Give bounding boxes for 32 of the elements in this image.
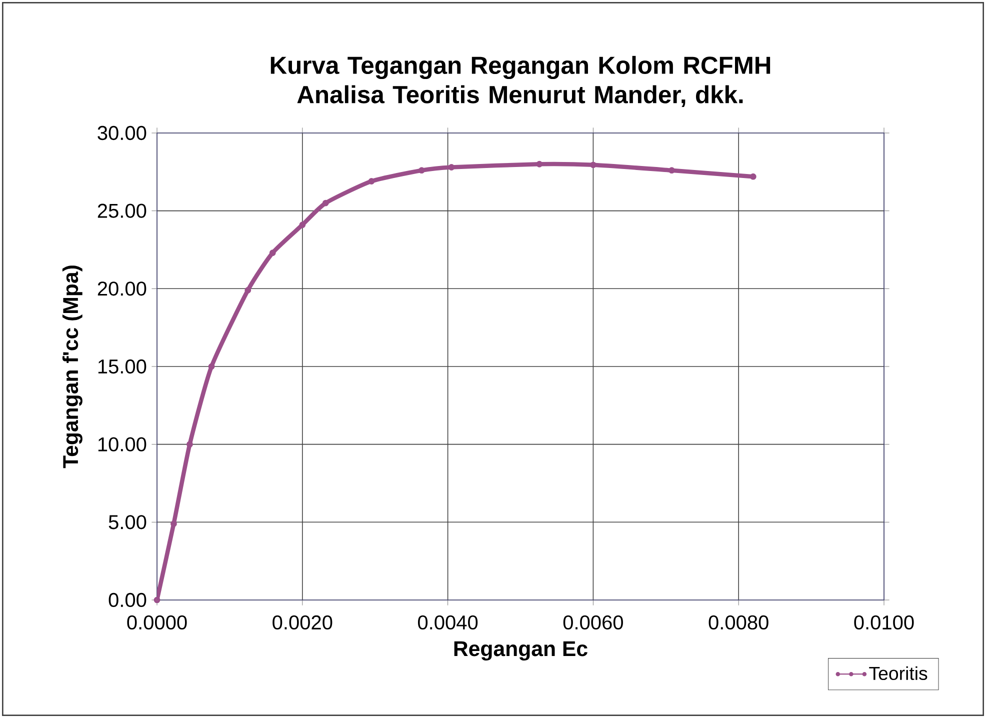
x-tick-label: 0.0080 xyxy=(708,615,768,630)
x-tick-label: 0.0100 xyxy=(854,615,914,630)
x-axis-title: Regangan Ec xyxy=(454,641,588,661)
y-tick-label: 30.00 xyxy=(98,126,146,140)
point xyxy=(536,160,543,168)
point xyxy=(269,250,276,256)
point xyxy=(154,596,160,604)
point xyxy=(186,441,193,448)
point xyxy=(208,363,215,370)
point xyxy=(299,222,306,228)
legend-label: Teoritis xyxy=(869,666,928,680)
y-axis-title: Tegangan f'cc (Mpa) xyxy=(62,266,82,468)
point xyxy=(368,178,375,184)
point xyxy=(668,167,675,174)
y-tick-label: 5.00 xyxy=(108,515,146,530)
point xyxy=(750,173,756,180)
point xyxy=(418,167,425,174)
y-tick-label: 20.00 xyxy=(98,282,146,296)
point xyxy=(170,520,177,527)
point xyxy=(590,162,596,168)
y-tick-label: 10.00 xyxy=(98,437,146,452)
x-tick-label: 0.0060 xyxy=(563,615,623,630)
x-tick-label: 0.0020 xyxy=(272,615,332,630)
x-tick-label: 0.0000 xyxy=(127,615,187,630)
chart-title: Kurva Tegangan Regangan Kolom RCFMH Analisa Teoritis Menurut Mander, dkk. xyxy=(270,56,770,107)
point xyxy=(322,200,329,206)
point xyxy=(244,287,252,294)
point xyxy=(448,164,455,170)
y-tick-label: 0.00 xyxy=(108,592,146,608)
x-tick-label: 0.0040 xyxy=(418,615,478,630)
y-tick-label: 15.00 xyxy=(98,359,146,374)
y-tick-label: 25.00 xyxy=(98,204,146,218)
